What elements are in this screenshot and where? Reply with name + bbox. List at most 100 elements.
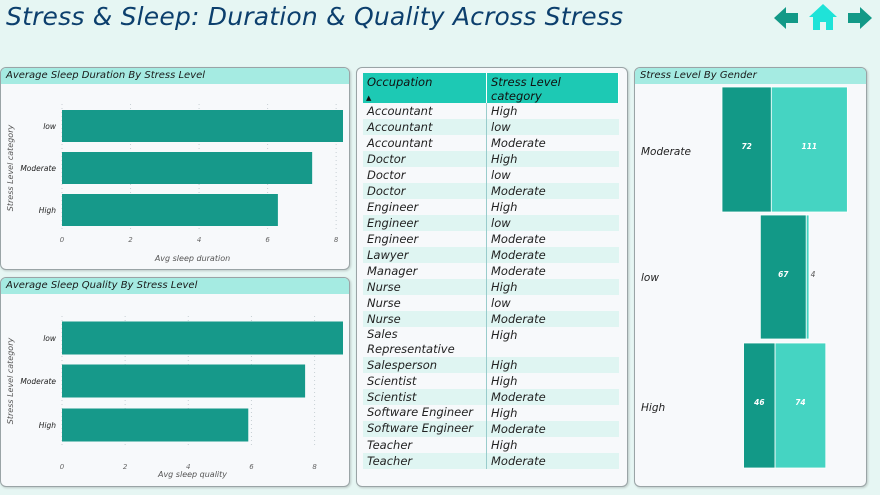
bar-segment: [721, 86, 772, 213]
occupation-cell: Sales Representative: [367, 327, 455, 356]
y-axis-label: Stress Level category: [6, 338, 15, 425]
x-tick-label: 4: [186, 463, 190, 471]
y-tick-label: Moderate: [20, 377, 56, 386]
occupation-cell: Software Engineer: [363, 421, 487, 437]
table-row[interactable]: Doctor low: [363, 167, 619, 183]
data-label: 111: [802, 142, 818, 151]
occupation-cell: Accountant: [367, 104, 433, 118]
stress-level-cell: Moderate: [486, 453, 619, 469]
table-row[interactable]: Software Engineer Moderate: [363, 421, 619, 437]
category-label: High: [641, 402, 665, 414]
x-tick-label: 2: [128, 236, 133, 244]
sort-ascending-icon[interactable]: ▲: [366, 94, 372, 102]
table-row[interactable]: Engineer low: [363, 215, 619, 231]
sleep-quality-panel: Average Sleep Quality By Stress Level 0 2…: [0, 277, 350, 487]
table-row[interactable]: Doctor Moderate: [363, 183, 619, 199]
stress-level-cell: Moderate: [486, 389, 619, 405]
occupation-cell: Accountant: [363, 119, 487, 135]
occupation-cell: Engineer: [367, 232, 419, 246]
table-row[interactable]: Scientist Moderate: [363, 389, 619, 405]
bar: [62, 110, 343, 142]
table-row[interactable]: Engineer High: [363, 199, 619, 215]
stress-level-cell: low: [486, 119, 619, 135]
x-tick-label: 6: [249, 463, 254, 471]
bar: [62, 194, 278, 226]
table-row[interactable]: Nurse Moderate: [363, 311, 619, 327]
table-row[interactable]: Software Engineer High: [363, 405, 619, 421]
stress-level-cell: High: [486, 103, 619, 119]
occupation-cell: Doctor: [363, 183, 487, 199]
x-tick-label: 4: [197, 236, 201, 244]
page-title: Stress & Sleep: Duration & Quality Acros…: [6, 2, 624, 31]
table-row[interactable]: Teacher Moderate: [363, 453, 619, 469]
data-label: 4: [811, 270, 816, 279]
sleep-duration-panel: Average Sleep Duration By Stress Level 0…: [0, 67, 350, 270]
stress-gender-panel: Stress Level By Gender 72 111 Moderate 67 4 l…: [634, 67, 867, 487]
bar: [62, 408, 249, 442]
occupation-cell: Salesperson: [363, 357, 487, 373]
category-label: Moderate: [641, 146, 691, 158]
stress-level-cell: Moderate: [486, 247, 619, 263]
occupation-cell: Manager: [367, 264, 418, 278]
stress-level-cell: Moderate: [486, 183, 619, 199]
y-tick-label: High: [39, 421, 56, 430]
occupation-cell: Teacher: [367, 438, 413, 452]
column-header-occupation[interactable]: Occupation ▲: [363, 73, 487, 103]
table-row[interactable]: Salesperson High: [363, 357, 619, 373]
arrow-right-icon[interactable]: [846, 4, 874, 32]
panel-title: Average Sleep Duration By Stress Level: [1, 68, 349, 84]
arrow-left-icon[interactable]: [772, 4, 800, 32]
bar: [62, 152, 313, 184]
occupation-cell: Software Engineer: [367, 405, 474, 419]
table-row[interactable]: Nurse High: [363, 279, 619, 295]
stress-level-cell: High: [486, 373, 619, 389]
stress-level-cell: High: [486, 437, 619, 453]
column-header-stress[interactable]: Stress Level category: [486, 73, 619, 103]
occupation-table-panel: Occupation ▲ Stress Level category Accou…: [356, 67, 628, 487]
home-icon[interactable]: [808, 2, 838, 32]
category-label: low: [641, 272, 659, 284]
bar-segment: [759, 214, 807, 340]
data-label: 46: [754, 398, 764, 407]
occupation-cell: Scientist: [363, 389, 487, 405]
table-row[interactable]: Nurse low: [363, 295, 619, 311]
y-tick-label: low: [43, 334, 57, 343]
stress-level-cell: High: [486, 357, 619, 373]
occupation-cell: Engineer: [363, 215, 487, 231]
bar-segment: [770, 86, 848, 213]
y-tick-label: Moderate: [20, 164, 56, 173]
table-row[interactable]: Accountant High: [363, 103, 619, 119]
y-axis-label: Stress Level category: [6, 125, 15, 212]
x-tick-label: 0: [60, 463, 65, 471]
x-tick-label: 2: [123, 463, 128, 471]
table-row[interactable]: Accountant low: [363, 119, 619, 135]
table-row[interactable]: Accountant Moderate: [363, 135, 619, 151]
sleep-duration-chart: 0 2 4 6 8 low Moderate High Avg sleep duration St…: [6, 104, 343, 263]
stress-level-cell: Moderate: [486, 311, 619, 327]
data-label: 74: [795, 398, 805, 407]
table-row[interactable]: Teacher High: [363, 437, 619, 453]
bar-segment: [805, 214, 810, 340]
sleep-quality-chart: 0 2 4 6 8 low Moderate High Avg sleep quality Str…: [6, 316, 343, 479]
x-axis-label: Avg sleep duration: [154, 254, 230, 263]
occupation-cell: Doctor: [363, 151, 487, 167]
table-row[interactable]: Sales Representative High: [363, 327, 619, 357]
x-tick-label: 0: [60, 236, 65, 244]
occupation-cell: Lawyer: [363, 247, 487, 263]
table-row[interactable]: Engineer Moderate: [363, 231, 619, 247]
x-tick-label: 8: [334, 236, 339, 244]
table-row[interactable]: Doctor High: [363, 151, 619, 167]
occupation-stress-table: Occupation ▲ Stress Level category Accou…: [363, 73, 619, 469]
table-row[interactable]: Scientist High: [363, 373, 619, 389]
occupation-cell: Nurse: [363, 279, 487, 295]
table-row[interactable]: Manager Moderate: [363, 263, 619, 279]
stress-level-cell: low: [486, 167, 619, 183]
table-row[interactable]: Lawyer Moderate: [363, 247, 619, 263]
y-tick-label: High: [39, 206, 56, 215]
stress-level-cell: Moderate: [486, 135, 619, 151]
x-tick-label: 6: [265, 236, 270, 244]
stress-level-cell: Moderate: [486, 231, 619, 247]
data-label: 72: [741, 142, 751, 151]
x-axis-label: Avg sleep quality: [157, 470, 227, 479]
occupation-cell: Accountant: [367, 136, 433, 150]
